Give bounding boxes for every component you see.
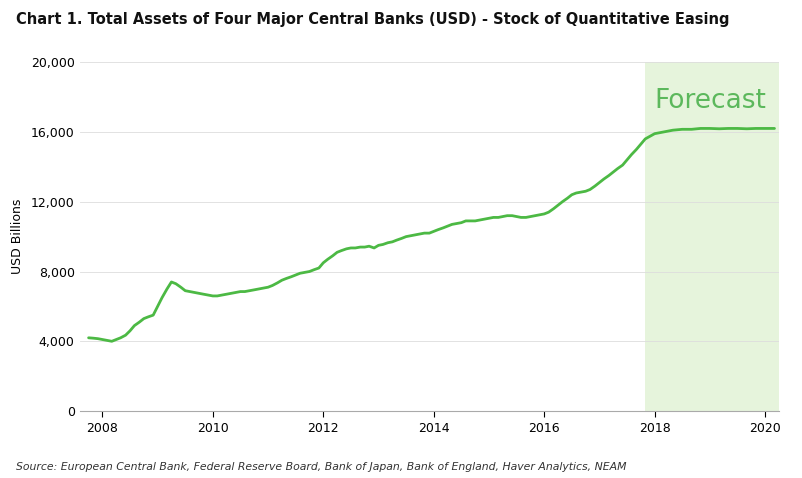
- Text: Forecast: Forecast: [653, 88, 765, 114]
- Bar: [645, 62, 802, 411]
- Text: Chart 1. Total Assets of Four Major Central Banks (USD) - Stock of Quantitative : Chart 1. Total Assets of Four Major Cent…: [16, 12, 729, 27]
- Text: Source: European Central Bank, Federal Reserve Board, Bank of Japan, Bank of Eng: Source: European Central Bank, Federal R…: [16, 462, 626, 472]
- Y-axis label: USD Billions: USD Billions: [11, 199, 24, 274]
